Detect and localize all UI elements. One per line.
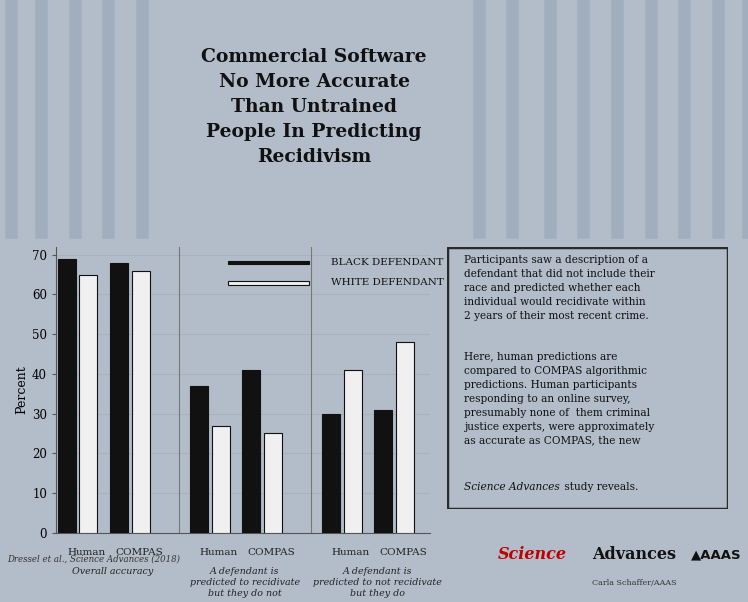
Text: A defendant is
predicted to recidivate
but they do not: A defendant is predicted to recidivate b… (190, 566, 300, 598)
Text: COMPAS: COMPAS (247, 548, 295, 557)
Text: WHITE DEFENDANT: WHITE DEFENDANT (331, 278, 444, 287)
Bar (110, 262, 128, 533)
Text: Human: Human (332, 548, 370, 557)
Text: Advances: Advances (592, 547, 676, 563)
Text: A defendant is
predicted to not recidivate
but they do: A defendant is predicted to not recidiva… (313, 566, 441, 598)
Text: Human: Human (67, 548, 105, 557)
Bar (190, 386, 208, 533)
Text: COMPAS: COMPAS (379, 548, 427, 557)
Bar (374, 409, 393, 533)
Bar (132, 271, 150, 533)
Text: Carla Schaffer/AAAS: Carla Schaffer/AAAS (592, 579, 677, 586)
Bar (396, 342, 414, 533)
FancyBboxPatch shape (447, 247, 728, 509)
Text: COMPAS: COMPAS (115, 548, 162, 557)
Text: Commercial Software
No More Accurate
Than Untrained
People In Predicting
Recidiv: Commercial Software No More Accurate Tha… (201, 48, 427, 166)
Y-axis label: Percent: Percent (15, 365, 28, 414)
Text: Science Advances: Science Advances (464, 482, 560, 492)
Text: Dressel et al., Science Advances (2018): Dressel et al., Science Advances (2018) (7, 554, 180, 563)
Bar (242, 370, 260, 533)
Bar (322, 414, 340, 533)
Text: Science: Science (497, 547, 566, 563)
Bar (264, 433, 282, 533)
Text: Overall accuracy: Overall accuracy (72, 566, 153, 576)
Text: BLACK DEFENDANT: BLACK DEFENDANT (331, 258, 444, 267)
Text: Participants saw a description of a
defendant that did not include their
race an: Participants saw a description of a defe… (464, 255, 655, 321)
Bar (212, 426, 230, 533)
Bar (58, 259, 76, 533)
Bar (228, 261, 309, 264)
Text: Here, human predictions are
compared to COMPAS algorithmic
predictions. Human pa: Here, human predictions are compared to … (464, 352, 654, 445)
Text: study reveals.: study reveals. (561, 482, 638, 492)
Text: ▲AAAS: ▲AAAS (691, 548, 742, 562)
Text: Human: Human (200, 548, 238, 557)
Bar (79, 275, 97, 533)
Bar (344, 370, 362, 533)
Bar (228, 281, 309, 285)
